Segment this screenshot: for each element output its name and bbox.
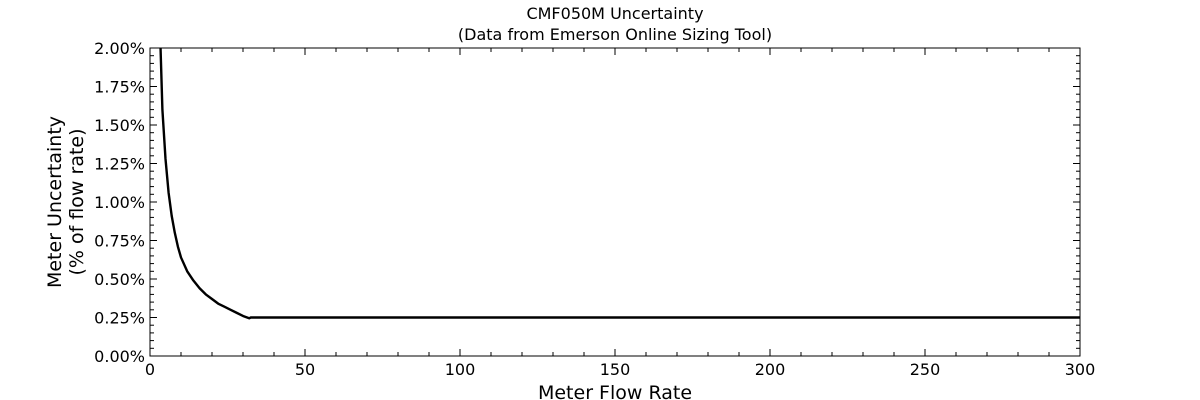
major-ticks xyxy=(149,47,1081,357)
y-tick-label: 0.50% xyxy=(94,270,145,289)
y-tick-labels: 0.00% 0.25% 0.50% 0.75% 1.00% 1.25% 1.50% 1.75%… xyxy=(94,39,145,366)
y-axis-label: Meter Uncertainty (% of flow rate) xyxy=(44,116,88,288)
y-tick-label: 1.50% xyxy=(94,116,145,135)
x-tick-label: 0 xyxy=(145,360,155,379)
x-tick-label: 150 xyxy=(600,360,631,379)
x-tick-labels: 0 50 100 150 200 250 300 xyxy=(145,360,1095,379)
chart-title: CMF050M Uncertainty xyxy=(526,4,703,23)
y-tick-label: 1.75% xyxy=(94,78,145,97)
plot-frame xyxy=(149,47,1081,357)
y-axis-label-line-2: (% of flow rate) xyxy=(66,128,88,275)
x-tick-label: 300 xyxy=(1065,360,1096,379)
y-tick-label: 0.75% xyxy=(94,232,145,251)
x-tick-label: 50 xyxy=(295,360,315,379)
x-tick-label: 250 xyxy=(910,360,941,379)
minor-ticks xyxy=(149,47,1081,357)
y-tick-label: 0.00% xyxy=(94,347,145,366)
y-tick-label: 0.25% xyxy=(94,309,145,328)
x-tick-label: 200 xyxy=(755,360,786,379)
uncertainty-line xyxy=(159,47,1080,320)
x-axis-label: Meter Flow Rate xyxy=(538,382,692,400)
y-tick-label: 2.00% xyxy=(94,39,145,58)
chart-subtitle: (Data from Emerson Online Sizing Tool) xyxy=(458,25,772,44)
y-axis-label-line-1: Meter Uncertainty xyxy=(44,116,66,288)
x-tick-label: 100 xyxy=(445,360,476,379)
y-tick-label: 1.00% xyxy=(94,193,145,212)
y-tick-label: 1.25% xyxy=(94,155,145,174)
